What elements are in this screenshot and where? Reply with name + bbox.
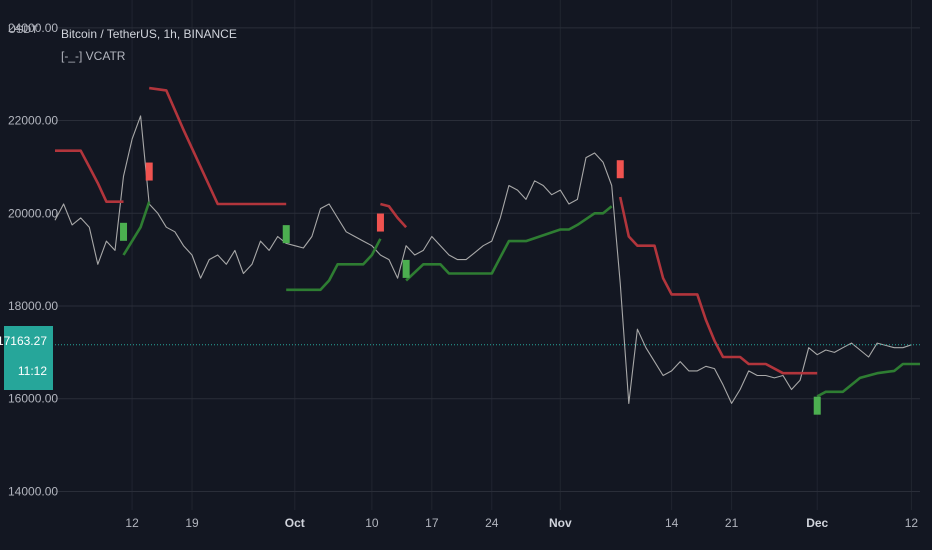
stop-bear-3-line	[380, 202, 408, 229]
x-tick-label: 12	[905, 516, 919, 530]
sell-signal-marker	[616, 160, 624, 179]
buy-signal-marker	[282, 225, 290, 244]
y-tick-label: 20000.00	[8, 206, 58, 220]
x-tick-label: Dec	[806, 516, 828, 530]
x-tick-label: 17	[425, 516, 439, 530]
last-price-tag: 17163.27 11:12	[0, 326, 53, 390]
last-price-value: 17163.27	[0, 334, 47, 348]
stop-bull-4-line	[816, 362, 920, 398]
indicator-label[interactable]: [-_-] VCATR	[61, 49, 126, 63]
buy-signal-marker	[813, 396, 821, 415]
y-tick-label: 24000.00	[8, 21, 58, 35]
y-tick-label: 16000.00	[8, 392, 58, 406]
chart-title: Bitcoin / TetherUS, 1h, BINANCE	[61, 27, 237, 41]
y-axis: 24000.00 22000.00 20000.00 18000.00 16000.00…	[8, 21, 58, 499]
currency-label: USDT	[8, 24, 38, 36]
x-tick-label: 21	[725, 516, 739, 530]
stop-bull-2-line	[286, 238, 382, 292]
y-tick-label: 14000.00	[8, 484, 58, 498]
sell-signal-marker	[145, 162, 153, 181]
stop-bear-2-line	[149, 86, 287, 206]
x-tick-label: 12	[125, 516, 139, 530]
stop-bear-1-line	[55, 149, 124, 203]
price-line	[54, 115, 912, 404]
x-tick-label: 19	[185, 516, 199, 530]
x-tick-label: 24	[485, 516, 499, 530]
x-tick-label: 14	[665, 516, 679, 530]
x-axis: 12 19 Oct 10 17 24 Nov 14 21 Dec 12	[125, 516, 918, 530]
series-layer	[54, 86, 920, 404]
y-tick-label: 18000.00	[8, 299, 58, 313]
x-tick-label: 10	[365, 516, 379, 530]
y-tick-label: 22000.00	[8, 114, 58, 128]
x-tick-label: Nov	[549, 516, 572, 530]
candle-countdown: 11:12	[17, 364, 47, 378]
stop-bull-3-line	[405, 205, 613, 282]
grid-lines	[55, 0, 920, 510]
stop-bull-1-line	[122, 201, 151, 256]
stop-bear-4-line	[618, 196, 818, 375]
signal-markers	[120, 160, 821, 415]
sell-signal-marker	[376, 213, 384, 232]
x-tick-label: Oct	[285, 516, 305, 530]
buy-signal-marker	[120, 222, 128, 241]
buy-signal-marker	[402, 259, 410, 278]
